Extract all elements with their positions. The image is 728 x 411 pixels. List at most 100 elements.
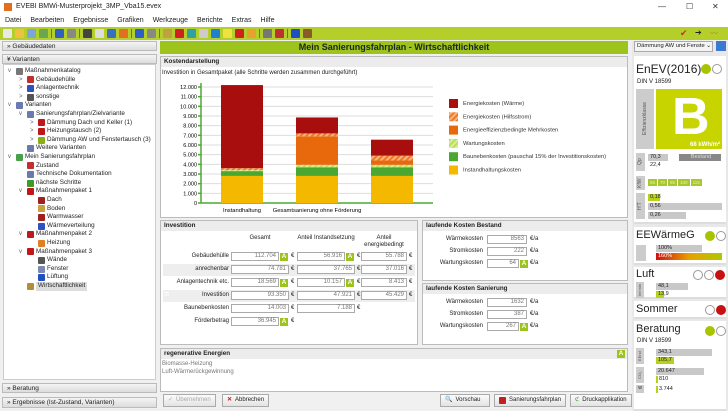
toolbar-button-icon[interactable] bbox=[83, 29, 92, 38]
minimize-button[interactable]: — bbox=[658, 2, 666, 11]
tree-item[interactable]: > Heizungstausch (2) bbox=[30, 127, 101, 136]
maximize-button[interactable]: ☐ bbox=[686, 2, 694, 11]
chevron-right-icon[interactable]: > bbox=[30, 136, 34, 143]
value-field[interactable]: 64 bbox=[487, 259, 519, 268]
chevron-down-icon[interactable]: v bbox=[19, 231, 22, 238]
menu-item[interactable]: Berichte bbox=[196, 17, 223, 24]
auto-badge[interactable]: A bbox=[346, 253, 354, 261]
tree-item[interactable]: Boden bbox=[30, 205, 65, 214]
tree-item[interactable]: Lüftung bbox=[30, 273, 68, 282]
menu-item[interactable]: Grafiken bbox=[117, 17, 144, 24]
toolbar-button-icon[interactable] bbox=[263, 29, 272, 38]
toolbar-button-icon[interactable] bbox=[39, 29, 48, 38]
value-field[interactable]: 1632 bbox=[487, 298, 527, 307]
toolbar-button-icon[interactable] bbox=[107, 29, 116, 38]
section-ergebnisse[interactable]: » Ergebnisse (Ist-Zustand, Varianten) bbox=[2, 397, 157, 408]
toolbar-button-icon[interactable] bbox=[135, 29, 144, 38]
value-field[interactable]: 37.765 bbox=[297, 265, 355, 274]
tree-item[interactable]: > Dämmung Dach und Keller (1) bbox=[30, 119, 132, 128]
toolbar-button-icon[interactable] bbox=[223, 29, 232, 38]
tree-item[interactable]: Wirtschaftlichkeit bbox=[19, 282, 88, 291]
toolbar-button-icon[interactable] bbox=[211, 29, 220, 38]
chevron-right-icon[interactable]: > bbox=[30, 119, 34, 126]
tree-item[interactable]: Dach bbox=[30, 196, 62, 205]
tree-item[interactable]: > Anlagentechnik bbox=[19, 84, 79, 93]
value-field[interactable]: 36.945 bbox=[231, 317, 279, 326]
chevron-right-icon[interactable]: > bbox=[30, 128, 34, 135]
toolbar-button-icon[interactable] bbox=[3, 29, 12, 38]
vorschau-button[interactable]: 🔍 Vorschau bbox=[440, 394, 490, 407]
value-field[interactable]: 55.788 bbox=[361, 252, 407, 261]
chevron-right-icon[interactable]: > bbox=[19, 76, 23, 83]
value-field[interactable]: 47.921 bbox=[297, 291, 355, 300]
value-field[interactable]: 10.157 bbox=[297, 278, 345, 287]
tree-item[interactable]: v Varianten bbox=[8, 101, 52, 110]
chevron-down-icon[interactable]: v bbox=[8, 154, 11, 160]
menu-item[interactable]: Werkzeuge bbox=[152, 17, 188, 24]
value-field[interactable]: 387 bbox=[487, 310, 527, 319]
tree-item[interactable]: Weitere Varianten bbox=[19, 144, 86, 153]
chevron-down-icon[interactable]: v bbox=[8, 68, 11, 74]
edit-icon[interactable] bbox=[716, 41, 726, 51]
toolbar-button-icon[interactable] bbox=[55, 29, 64, 38]
tree-item[interactable]: Warmwasser bbox=[30, 213, 84, 222]
toolbar-button-icon[interactable] bbox=[147, 29, 156, 38]
value-field[interactable]: 14.003 bbox=[231, 304, 289, 313]
menu-item[interactable]: Bearbeiten bbox=[30, 17, 65, 24]
arrow-icon[interactable]: ➔ bbox=[695, 28, 702, 37]
toolbar-button-icon[interactable] bbox=[199, 29, 208, 38]
druckapplikation-button[interactable]: ℭ Druckapplikation bbox=[570, 394, 632, 407]
tree-item[interactable]: Heizung bbox=[30, 239, 70, 248]
auto-badge[interactable]: A bbox=[280, 253, 288, 261]
tree-item[interactable]: Wärmeverteilung bbox=[30, 222, 95, 231]
chevron-down-icon[interactable]: v bbox=[19, 248, 22, 255]
variant-dropdown[interactable]: Dämmung AW und Fenste ⌄ bbox=[634, 41, 713, 52]
chevron-right-icon[interactable]: > bbox=[19, 93, 23, 100]
menu-item[interactable]: Hilfe bbox=[260, 17, 275, 24]
value-field[interactable]: 56.916 bbox=[297, 252, 345, 261]
toolbar-button-icon[interactable] bbox=[163, 29, 172, 38]
toolbar-button-icon[interactable] bbox=[95, 29, 104, 38]
value-field[interactable]: 7.188 bbox=[297, 304, 355, 313]
toolbar-button-icon[interactable] bbox=[275, 29, 284, 38]
value-field[interactable]: 74.781 bbox=[231, 265, 289, 274]
tree-item[interactable]: v Mein Sanierungsfahrplan bbox=[8, 153, 95, 162]
value-field[interactable]: 8563 bbox=[487, 235, 527, 244]
tree-item[interactable]: > sonstige bbox=[19, 93, 59, 102]
tree-item[interactable]: nächste Schritte bbox=[19, 179, 81, 188]
toolbar-button-icon[interactable] bbox=[303, 29, 312, 38]
toolbar-button-icon[interactable] bbox=[119, 29, 128, 38]
menu-item[interactable]: Ergebnisse bbox=[73, 17, 109, 24]
toolbar-button-icon[interactable] bbox=[175, 29, 184, 38]
toolbar-button-icon[interactable] bbox=[15, 29, 24, 38]
chevron-down-icon[interactable]: v bbox=[19, 188, 22, 195]
check-icon[interactable]: ✔ bbox=[680, 28, 688, 38]
tree-item[interactable]: v Maßnahmenpaket 2 bbox=[19, 230, 92, 239]
auto-badge[interactable]: A bbox=[280, 279, 288, 287]
auto-badge[interactable]: A bbox=[280, 318, 288, 326]
tree-item[interactable]: Zustand bbox=[19, 162, 59, 171]
toolbar-button-icon[interactable] bbox=[67, 29, 76, 38]
uebernehmen-button[interactable]: ✓ Übernehmen bbox=[163, 394, 216, 407]
tree-item[interactable]: > Dämmung AW und Fenstertausch (3) bbox=[30, 136, 151, 145]
toolbar-button-icon[interactable] bbox=[187, 29, 196, 38]
auto-badge[interactable]: A bbox=[346, 279, 354, 287]
toolbar-button-icon[interactable] bbox=[291, 29, 300, 38]
tree-item[interactable]: v Maßnahmenpaket 3 bbox=[19, 248, 92, 257]
value-field[interactable]: 93.350 bbox=[231, 291, 289, 300]
tree-item[interactable]: v Maßnahmenpaket 1 bbox=[19, 187, 92, 196]
toolbar-button-icon[interactable] bbox=[27, 29, 36, 38]
section-beratung[interactable]: » Beratung bbox=[2, 383, 157, 393]
auto-badge[interactable]: A bbox=[520, 260, 528, 268]
value-field[interactable]: 222 bbox=[487, 247, 527, 256]
tree-item[interactable]: Wände bbox=[30, 256, 67, 265]
chevron-down-icon[interactable]: v bbox=[19, 111, 22, 117]
value-field[interactable]: 8.413 bbox=[361, 278, 407, 287]
value-field[interactable]: 267 bbox=[487, 322, 519, 331]
chevron-down-icon[interactable]: v bbox=[8, 102, 11, 109]
menu-item[interactable]: Extras bbox=[231, 17, 252, 24]
sanierungsfahrplan-button[interactable]: Sanierungsfahrplan bbox=[494, 394, 567, 407]
value-field[interactable]: 18.569 bbox=[231, 278, 279, 287]
close-button[interactable]: ✕ bbox=[712, 2, 719, 11]
toolbar-button-icon[interactable] bbox=[247, 29, 256, 38]
